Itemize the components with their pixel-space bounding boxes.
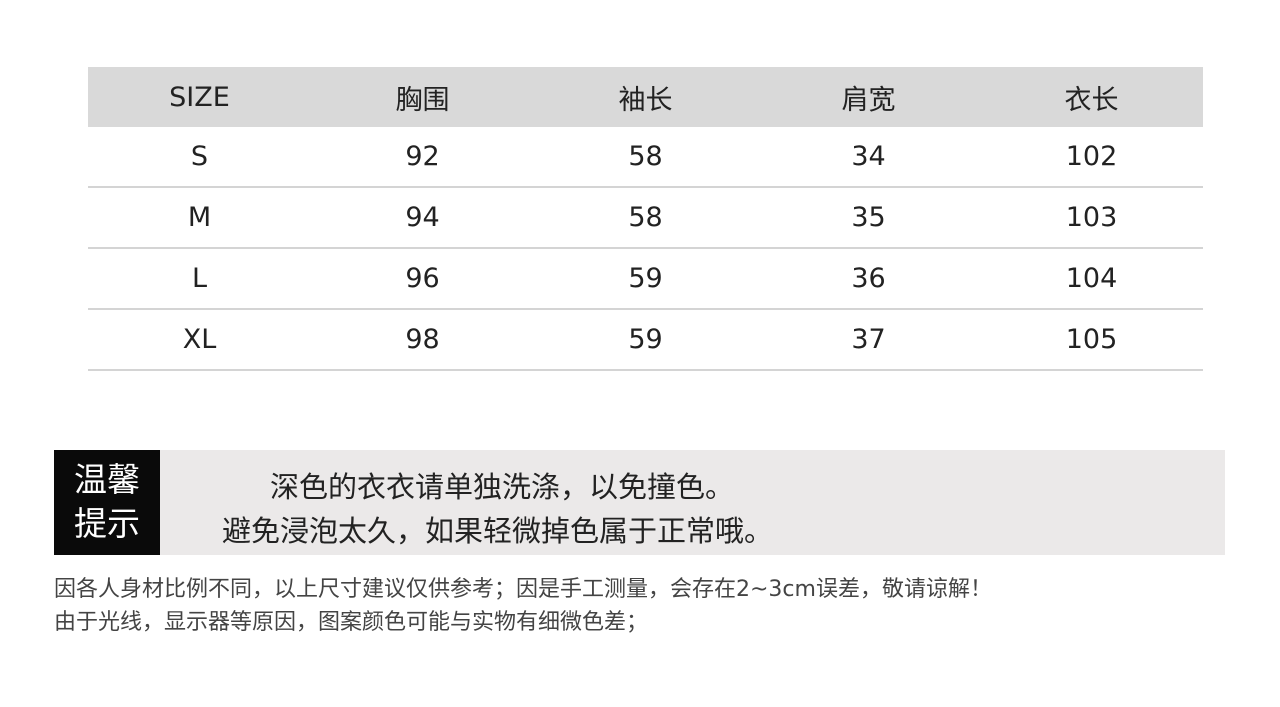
table-row: L 96 59 36 104	[88, 249, 1203, 310]
table-cell: 104	[1065, 263, 1118, 294]
table-cell: 92	[405, 141, 440, 172]
header-chest: 胸围	[395, 84, 450, 116]
notice-line-1: 深色的衣衣请单独洗涤，以免撞色。	[270, 470, 735, 504]
table-cell: 58	[628, 141, 663, 172]
table-row: S 92 58 34 102	[88, 127, 1203, 188]
table-cell: 59	[628, 263, 663, 294]
badge-line-2: 提示	[74, 504, 140, 543]
header-size: SIZE	[169, 81, 230, 113]
header-sleeve: 袖长	[618, 84, 673, 116]
table-cell: M	[187, 202, 212, 233]
table-cell: 59	[628, 324, 663, 355]
table-row: M 94 58 35 103	[88, 188, 1203, 249]
footer-line-1: 因各人身材比例不同，以上尺寸建议仅供参考；因是手工测量，会存在2~3cm误差，敬…	[54, 577, 992, 602]
table-cell: 35	[851, 202, 886, 233]
table-cell: 36	[851, 263, 886, 294]
notice-line-2: 避免浸泡太久，如果轻微掉色属于正常哦。	[222, 514, 774, 548]
header-length: 衣长	[1064, 84, 1119, 116]
header-shoulder: 肩宽	[841, 84, 896, 116]
footer-line-2: 由于光线，显示器等原因，图案颜色可能与实物有细微色差；	[54, 610, 649, 635]
table-cell: S	[190, 141, 209, 172]
table-cell: 58	[628, 202, 663, 233]
care-notice: 温馨 提示 深色的衣衣请单独洗涤，以免撞色。 避免浸泡太久，如果轻微掉色属于正常…	[54, 450, 1225, 555]
table-cell: 105	[1065, 324, 1118, 355]
notice-badge: 温馨 提示	[54, 450, 160, 555]
badge-line-1: 温馨	[74, 460, 140, 499]
table-cell: 98	[405, 324, 440, 355]
table-row: XL 98 59 37 105	[88, 310, 1203, 371]
table-cell: XL	[182, 324, 217, 355]
table-cell: 37	[851, 324, 886, 355]
table-cell: 96	[405, 263, 440, 294]
table-cell: 103	[1065, 202, 1118, 233]
table-cell: 34	[851, 141, 886, 172]
table-cell: 94	[405, 202, 440, 233]
table-header-row: SIZE 胸围 袖长 肩宽 衣长	[88, 67, 1203, 127]
table-cell: 102	[1065, 141, 1118, 172]
size-table: SIZE 胸围 袖长 肩宽 衣长 S 92 58 34 102 M 94 58 …	[88, 67, 1203, 371]
table-cell: L	[191, 263, 208, 294]
